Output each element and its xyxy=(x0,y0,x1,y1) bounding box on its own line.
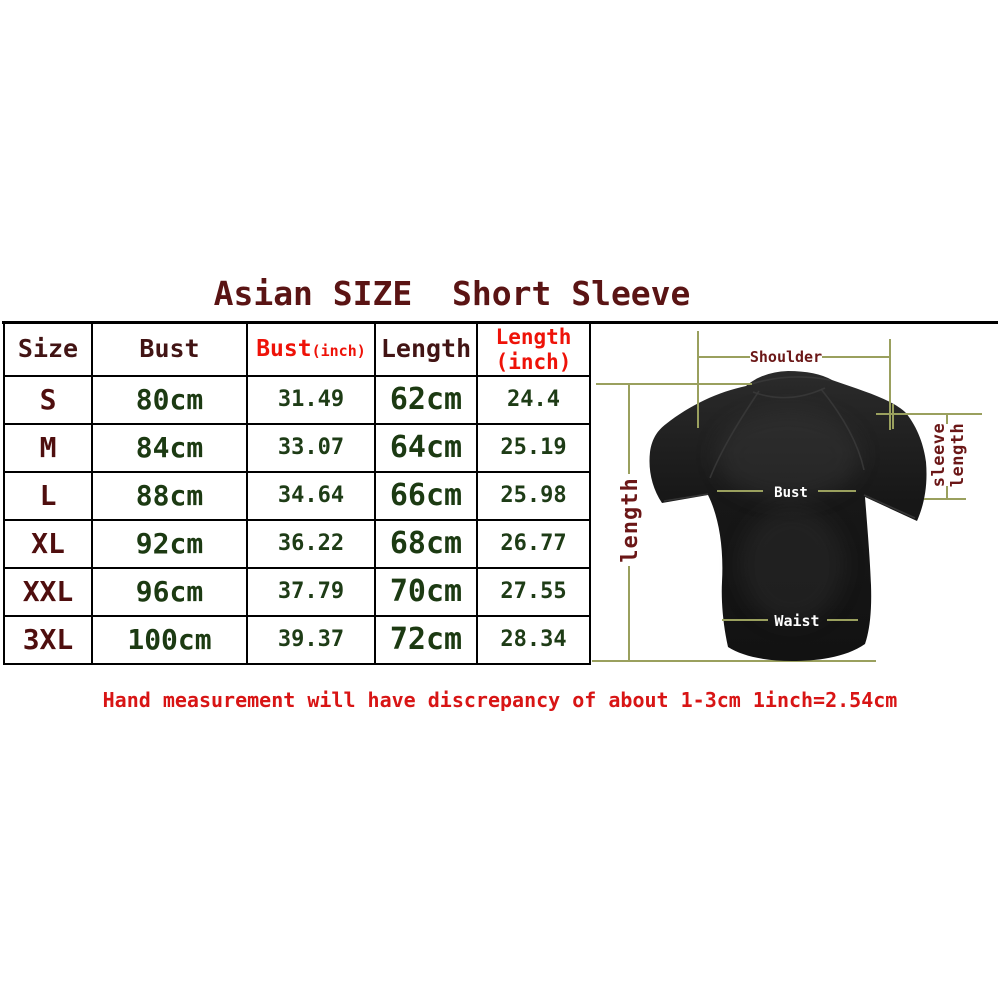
bust-cm-cell: 96cm xyxy=(91,567,248,617)
length-measurement: length xyxy=(596,383,752,661)
header-size: Size xyxy=(3,322,93,377)
bust-inch-cell: 39.37 xyxy=(246,615,376,665)
length-cm-cell: 72cm xyxy=(374,615,478,665)
header-length-inch-line2: (inch) xyxy=(495,349,572,374)
length-cm-cell: 62cm xyxy=(374,375,478,425)
chest-highlight xyxy=(716,410,860,500)
bust-cm-cell: 84cm xyxy=(91,423,248,473)
length-cm-cell: 64cm xyxy=(374,423,478,473)
tshirt-graphic xyxy=(649,371,927,661)
bust-measurement: Bust xyxy=(717,485,856,501)
table-row: M 84cm 33.07 64cm 25.19 xyxy=(3,423,591,473)
size-cell: XXL xyxy=(3,567,93,617)
page-title: Asian SIZE Short Sleeve xyxy=(213,274,691,313)
header-length-inch: Length (inch) xyxy=(476,322,591,377)
waist-label: Waist xyxy=(774,612,819,630)
length-inch-cell: 28.34 xyxy=(476,615,591,665)
shoulder-label: Shoulder xyxy=(750,348,822,366)
bust-inch-cell: 33.07 xyxy=(246,423,376,473)
header-length-inch-line1: Length xyxy=(495,325,572,350)
length-inch-cell: 26.77 xyxy=(476,519,591,569)
length-label: length xyxy=(618,477,643,562)
length-inch-cell: 24.4 xyxy=(476,375,591,425)
raglan-seam-right xyxy=(820,388,865,471)
collar-outer-seam xyxy=(747,376,831,386)
length-inch-cell: 25.19 xyxy=(476,423,591,473)
header-bust-inch-main: Bust xyxy=(256,336,312,363)
sleeve-label-line2: length xyxy=(948,423,968,487)
horizontal-divider xyxy=(2,321,998,324)
tshirt-measurement-diagram: Shoulder length sleeve length Bust Waist xyxy=(592,331,982,662)
header-bust-inch: Bust(inch) xyxy=(246,322,376,377)
size-cell: M xyxy=(3,423,93,473)
table-row: S 80cm 31.49 62cm 24.4 xyxy=(3,375,591,425)
sleeve-label-line1: sleeve xyxy=(929,423,949,487)
bust-cm-cell: 100cm xyxy=(91,615,248,665)
size-cell: S xyxy=(3,375,93,425)
cuff-seam-right xyxy=(863,494,916,519)
length-cm-cell: 68cm xyxy=(374,519,478,569)
bust-cm-cell: 80cm xyxy=(91,375,248,425)
size-cell: XL xyxy=(3,519,93,569)
bust-cm-cell: 88cm xyxy=(91,471,248,521)
table-header-row: Size Bust Bust(inch) Length Length (inch) xyxy=(3,322,591,377)
waist-measurement: Waist xyxy=(722,612,858,630)
table-row: L 88cm 34.64 66cm 25.98 xyxy=(3,471,591,521)
size-cell: L xyxy=(3,471,93,521)
bust-label: Bust xyxy=(774,485,808,501)
header-bust-inch-sub: (inch) xyxy=(311,342,366,361)
abdomen-highlight xyxy=(740,507,844,623)
collar-inner-seam xyxy=(752,387,826,399)
bust-inch-cell: 31.49 xyxy=(246,375,376,425)
table-row: XXL 96cm 37.79 70cm 27.55 xyxy=(3,567,591,617)
length-inch-cell: 27.55 xyxy=(476,567,591,617)
size-table: Size Bust Bust(inch) Length Length (inch)… xyxy=(3,322,591,665)
bust-inch-cell: 36.22 xyxy=(246,519,376,569)
size-cell: 3XL xyxy=(3,615,93,665)
cuff-seam-left xyxy=(663,493,709,502)
length-inch-cell: 25.98 xyxy=(476,471,591,521)
table-row: 3XL 100cm 39.37 72cm 28.34 xyxy=(3,615,591,665)
bust-inch-cell: 37.79 xyxy=(246,567,376,617)
measurement-note: Hand measurement will have discrepancy o… xyxy=(102,688,898,712)
table-row: XL 92cm 36.22 68cm 26.77 xyxy=(3,519,591,569)
sleeve-length-measurement: sleeve length xyxy=(876,404,982,500)
raglan-seam-left xyxy=(709,390,760,479)
length-cm-cell: 70cm xyxy=(374,567,478,617)
bust-cm-cell: 92cm xyxy=(91,519,248,569)
bust-inch-cell: 34.64 xyxy=(246,471,376,521)
header-length-cm: Length xyxy=(374,322,478,377)
length-cm-cell: 66cm xyxy=(374,471,478,521)
header-bust-cm: Bust xyxy=(91,322,248,377)
